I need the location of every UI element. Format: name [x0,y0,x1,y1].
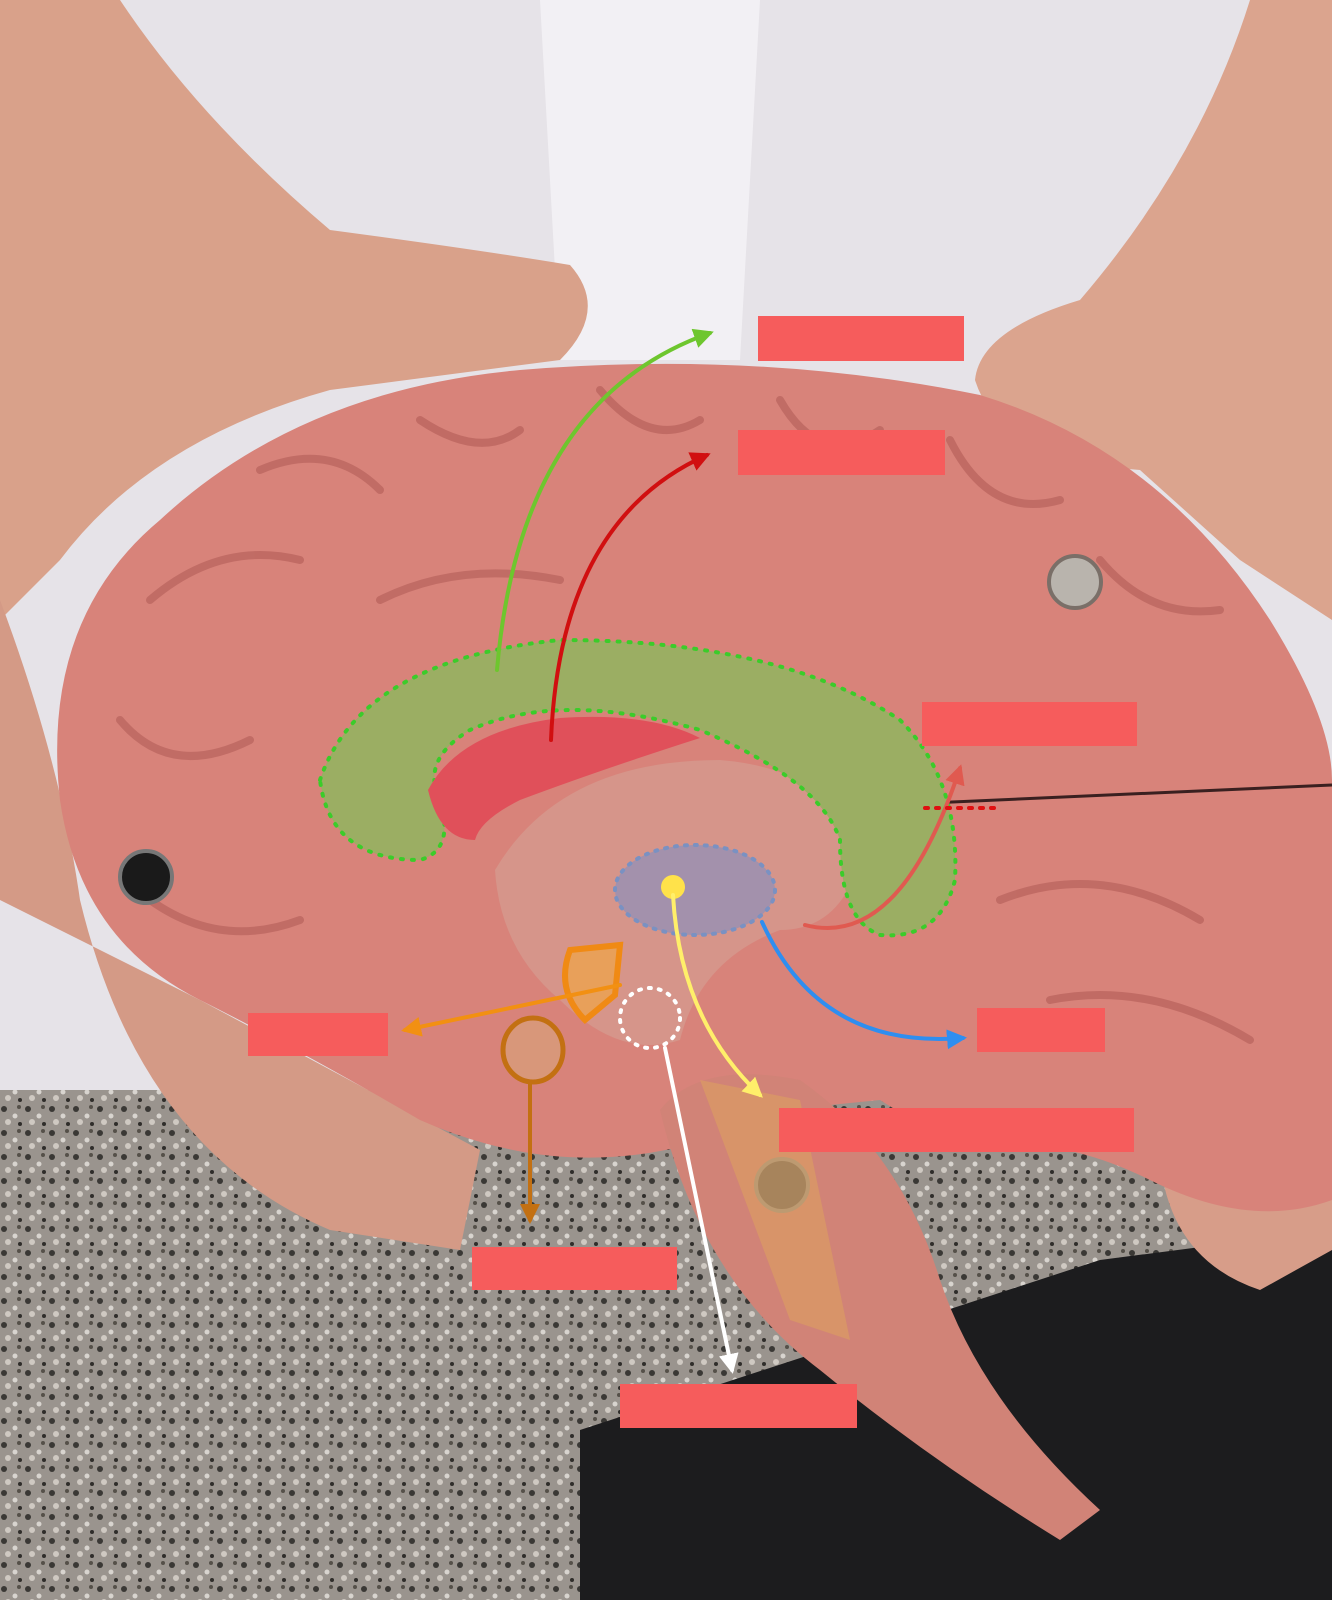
magnet [118,849,174,905]
label-box [472,1247,677,1290]
gyri [116,386,1254,1044]
label-box [922,702,1137,746]
pituitary-highlight [500,1015,566,1085]
medulla-highlight [700,1080,850,1340]
magnet [1047,554,1103,610]
label-box [779,1108,1134,1152]
seam [929,783,1332,805]
thalamus-highlight [613,843,777,937]
fornix-highlight [428,716,700,840]
left-hand [0,0,588,620]
label-box [758,316,964,361]
pons-highlight [618,986,682,1050]
yellow-dot [661,875,685,899]
coat-placket [540,0,760,360]
label-box [738,430,945,475]
label-box [248,1013,388,1056]
label-box [977,1008,1105,1052]
right-hand [975,0,1332,620]
pointers [401,328,1002,1374]
left-palm [0,600,480,1250]
hypothalamus-highlight [562,941,624,1025]
label-boxes [248,316,1137,1428]
label-box [620,1384,857,1428]
